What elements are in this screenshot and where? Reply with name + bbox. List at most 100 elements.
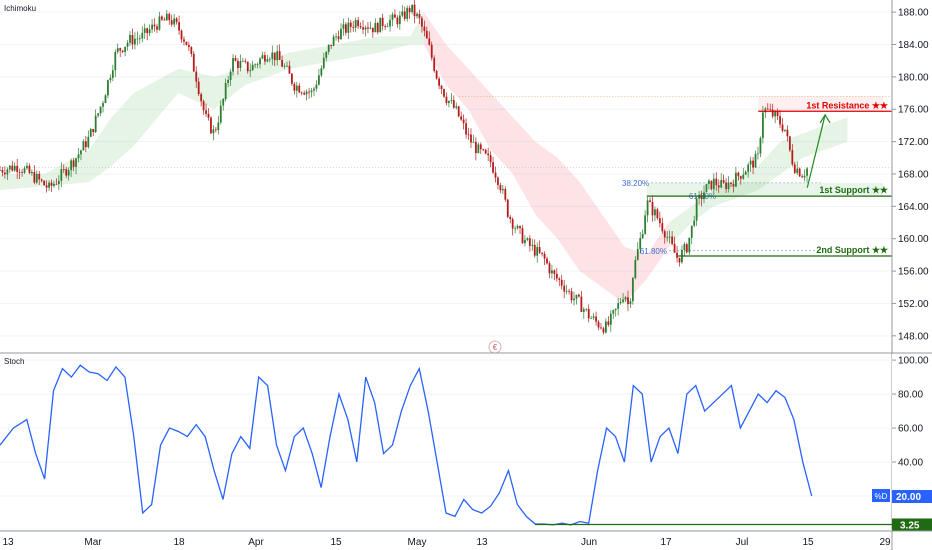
candle-body bbox=[330, 44, 333, 46]
candle-body bbox=[33, 171, 36, 183]
candle-body bbox=[735, 172, 737, 187]
candle-body bbox=[344, 24, 347, 33]
candle-body bbox=[708, 180, 710, 185]
price-tick-label: 180.00 bbox=[898, 72, 929, 83]
candle-body bbox=[759, 138, 762, 154]
candle-body bbox=[283, 65, 286, 67]
time-tick-label: 15 bbox=[330, 537, 342, 548]
candle-body bbox=[72, 160, 75, 167]
price-tick-label: 184.00 bbox=[898, 40, 929, 51]
candle-body bbox=[524, 239, 526, 244]
candle-body bbox=[801, 176, 804, 178]
candle-body bbox=[26, 165, 28, 169]
candle-body bbox=[506, 199, 509, 217]
candle-body bbox=[631, 277, 634, 302]
candle-body bbox=[752, 160, 754, 168]
candle-body bbox=[241, 60, 244, 62]
candle-body bbox=[70, 160, 73, 171]
candle-body bbox=[398, 15, 401, 25]
cloud-segment bbox=[579, 182, 603, 288]
stoch-last-tag-box bbox=[892, 490, 932, 504]
candle-body bbox=[494, 172, 497, 178]
candle-body bbox=[519, 226, 521, 229]
candle-body bbox=[303, 92, 306, 95]
candle-body bbox=[146, 28, 149, 34]
candle-body bbox=[744, 171, 747, 175]
candle-body bbox=[612, 310, 615, 314]
candle-body bbox=[587, 308, 590, 319]
price-axis[interactable]: 188.00 184.00 180.00 176.00 172.00 168.00 164.… bbox=[891, 0, 932, 550]
candle-body bbox=[634, 259, 637, 278]
candle-body bbox=[332, 36, 335, 46]
candle-body bbox=[192, 53, 195, 72]
candle-body bbox=[548, 263, 551, 274]
candle-body bbox=[394, 14, 396, 18]
candle-body bbox=[705, 184, 708, 193]
candle-body bbox=[582, 309, 585, 312]
candle-body bbox=[779, 116, 781, 125]
candle-body bbox=[75, 158, 77, 167]
candle-body bbox=[129, 35, 131, 43]
candle-body bbox=[685, 244, 688, 253]
candle-body bbox=[367, 27, 369, 29]
candle-body bbox=[30, 171, 33, 174]
time-tick-label: 17 bbox=[660, 537, 672, 548]
candle-body bbox=[607, 321, 610, 325]
stoch-axis-background bbox=[892, 354, 932, 530]
candle-body bbox=[590, 317, 593, 319]
candle-body bbox=[266, 59, 269, 62]
candle-body bbox=[202, 101, 205, 111]
candle-body bbox=[67, 170, 70, 176]
candle-body bbox=[249, 70, 252, 72]
candle-body bbox=[408, 7, 411, 13]
candle-body bbox=[111, 70, 114, 78]
candle-body bbox=[214, 129, 217, 131]
candle-body bbox=[492, 162, 494, 173]
cloud-segment bbox=[490, 93, 513, 174]
candle-body bbox=[796, 168, 799, 173]
candle-body bbox=[264, 55, 266, 62]
stoch-legend-tag-box bbox=[872, 489, 890, 503]
stoch-tick-label: 80.00 bbox=[898, 390, 923, 401]
candle-body bbox=[271, 52, 274, 59]
currency-badge[interactable]: € bbox=[493, 343, 498, 352]
cloud-segment bbox=[713, 178, 736, 207]
candle-body bbox=[406, 7, 409, 19]
stoch-d-line bbox=[0, 364, 813, 526]
candle-body bbox=[573, 298, 575, 301]
candle-body bbox=[244, 60, 247, 62]
price-tick-label: 164.00 bbox=[898, 202, 929, 213]
candle-body bbox=[362, 27, 364, 30]
candle-body bbox=[126, 42, 129, 47]
time-tick-label: 18 bbox=[173, 537, 185, 548]
candle-body bbox=[693, 220, 696, 226]
candle-body bbox=[288, 65, 291, 74]
candle-body bbox=[641, 233, 644, 239]
candle-body bbox=[45, 185, 48, 188]
stoch-last-tag: 20.00 bbox=[896, 492, 921, 503]
cloud-segment bbox=[423, 12, 446, 85]
candle-body bbox=[278, 51, 281, 60]
candle-body bbox=[470, 134, 472, 143]
candle-body bbox=[563, 285, 566, 292]
candle-body bbox=[673, 243, 676, 253]
candle-body bbox=[609, 313, 612, 325]
candle-body bbox=[342, 24, 345, 29]
candle-body bbox=[602, 328, 605, 333]
cloud-segment bbox=[557, 157, 580, 272]
candle-body bbox=[543, 253, 546, 259]
candle-body bbox=[131, 35, 134, 45]
candle-body bbox=[136, 38, 139, 40]
candle-body bbox=[386, 26, 389, 28]
time-axis[interactable]: 13 Mar 18 Apr 15 May 13 Jun 17 Jul 15 29 bbox=[0, 530, 932, 548]
candle-body bbox=[656, 209, 659, 219]
candle-body bbox=[190, 47, 193, 54]
candle-body bbox=[210, 117, 212, 134]
candle-body bbox=[286, 65, 288, 67]
candle-body bbox=[18, 171, 21, 173]
candle-body bbox=[739, 176, 742, 179]
